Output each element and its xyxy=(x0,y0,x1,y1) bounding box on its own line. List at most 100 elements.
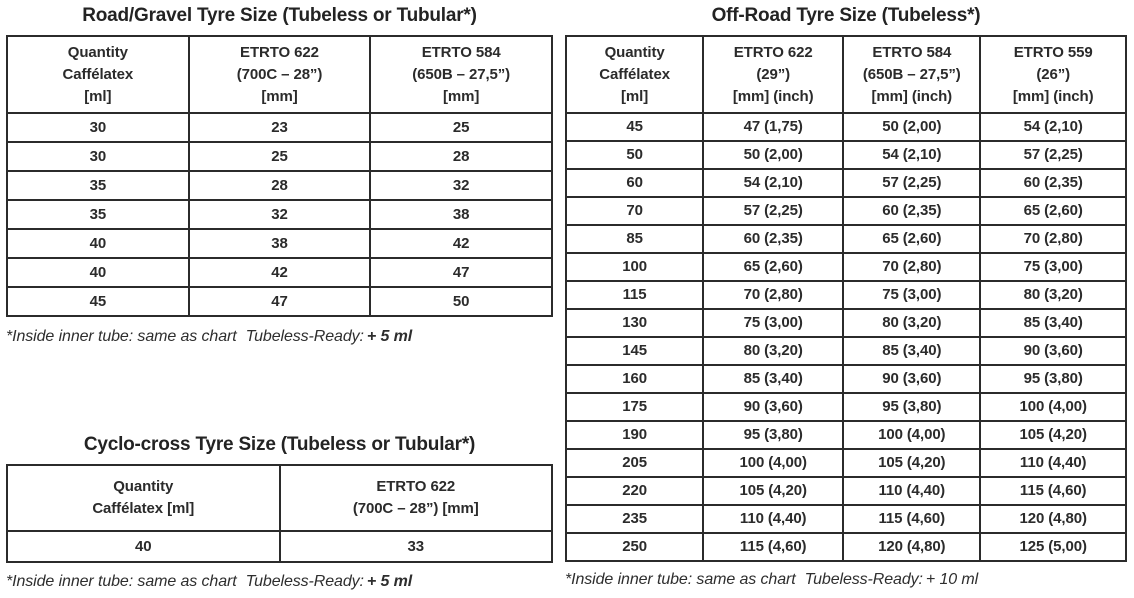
table-cell: 50 xyxy=(564,140,705,171)
table-cell: 105 (4,20) xyxy=(979,420,1127,451)
cyclocross-section: Cyclo-cross Tyre Size (Tubeless or Tubul… xyxy=(6,433,553,591)
table-row: 35 28 32 xyxy=(6,170,553,202)
table-cell: 145 xyxy=(564,336,705,367)
cyclocross-title: Cyclo-cross Tyre Size (Tubeless or Tubul… xyxy=(83,434,476,455)
column-header: ETRTO 584 (650B – 27,5”) [mm] xyxy=(369,34,553,115)
table-cell: 75 (3,00) xyxy=(979,252,1127,283)
table-row: 160 85 (3,40) 90 (3,60) 95 (3,80) xyxy=(564,364,1127,395)
table-row: 30 25 28 xyxy=(6,141,553,173)
table-cell: 80 (3,20) xyxy=(702,336,845,367)
table-row: 205 100 (4,00) 105 (4,20) 110 (4,40) xyxy=(564,448,1127,479)
table-row: 30 23 25 xyxy=(6,112,553,144)
table-cell: 40 xyxy=(6,228,190,260)
table-cell: 50 (2,00) xyxy=(842,112,982,143)
table-cell: 80 (3,20) xyxy=(842,308,982,339)
offroad-title: Off-Road Tyre Size (Tubeless*) xyxy=(711,5,981,26)
header-row: Quantity Caffélatex [ml] ETRTO 622 (700C … xyxy=(6,34,553,115)
table-cell: 160 xyxy=(564,364,705,395)
table-cell: 60 (2,35) xyxy=(842,196,982,227)
table-cell: 32 xyxy=(187,199,372,231)
table-row: 130 75 (3,00) 80 (3,20) 85 (3,40) xyxy=(564,308,1127,339)
table-cell: 54 (2,10) xyxy=(702,168,845,199)
table-cell: 70 (2,80) xyxy=(842,252,982,283)
table-cell: 75 (3,00) xyxy=(842,280,982,311)
table-cell: 95 (3,80) xyxy=(979,364,1127,395)
table-cell: 90 (3,60) xyxy=(979,336,1127,367)
offroad-table: Quantity Caffélatex [ml] ETRTO 622 (29”) … xyxy=(564,34,1127,563)
table-cell: 85 (3,40) xyxy=(842,336,982,367)
table-row: 40 42 47 xyxy=(6,257,553,289)
table-cell: 47 xyxy=(187,286,372,318)
table-cell: 42 xyxy=(369,228,553,260)
table-cell: 90 (3,60) xyxy=(842,364,982,395)
footnote-value: + 5 ml xyxy=(366,328,413,346)
table-cell: 47 (1,75) xyxy=(702,112,845,143)
table-cell: 23 xyxy=(187,112,372,144)
table-cell: 25 xyxy=(369,112,553,144)
table-cell: 95 (3,80) xyxy=(842,392,982,423)
header-row: Quantity Caffélatex [ml] ETRTO 622 (29”) … xyxy=(564,34,1127,115)
table-row: 145 80 (3,20) 85 (3,40) 90 (3,60) xyxy=(564,336,1127,367)
table-cell: 65 (2,60) xyxy=(702,252,845,283)
table-cell: 60 xyxy=(564,168,705,199)
table-cell: 190 xyxy=(564,420,705,451)
table-cell: 115 (4,60) xyxy=(979,476,1127,507)
table-cell: 57 (2,25) xyxy=(979,140,1127,171)
table-cell: 32 xyxy=(369,170,553,202)
table-cell: 30 xyxy=(6,141,190,173)
table-cell: 105 (4,20) xyxy=(702,476,845,507)
footnote-label: Tubeless-Ready: xyxy=(804,571,923,589)
table-cell: 85 (3,40) xyxy=(702,364,845,395)
header-row: Quantity Caffélatex [ml] ETRTO 622 (700C … xyxy=(6,464,553,532)
table-cell: 57 (2,25) xyxy=(842,168,982,199)
table-cell: 54 (2,10) xyxy=(842,140,982,171)
table-row: 235 110 (4,40) 115 (4,60) 120 (4,80) xyxy=(564,504,1127,535)
table-cell: 100 (4,00) xyxy=(842,420,982,451)
table-cell: 40 xyxy=(6,529,281,563)
column-header: Quantity Caffélatex [ml] xyxy=(564,34,705,115)
table-cell: 100 xyxy=(564,252,705,283)
table-row: 40 38 42 xyxy=(6,228,553,260)
table-cell: 40 xyxy=(6,257,190,289)
table-cell: 205 xyxy=(564,448,705,479)
column-header: ETRTO 559 (26”) [mm] (inch) xyxy=(979,34,1127,115)
table-cell: 42 xyxy=(187,257,372,289)
cyclocross-footnote: *Inside inner tube: same as chart Tubeles… xyxy=(6,573,553,591)
table-cell: 250 xyxy=(564,532,705,563)
table-cell: 25 xyxy=(187,141,372,173)
table-cell: 70 xyxy=(564,196,705,227)
table-cell: 45 xyxy=(564,112,705,143)
table-row: 220 105 (4,20) 110 (4,40) 115 (4,60) xyxy=(564,476,1127,507)
footnote-label: Tubeless-Ready: xyxy=(245,328,364,346)
table-cell: 33 xyxy=(278,529,553,563)
table-cell: 57 (2,25) xyxy=(702,196,845,227)
cyclocross-table: Quantity Caffélatex [ml] ETRTO 622 (700C … xyxy=(6,464,553,563)
table-cell: 50 xyxy=(369,286,553,318)
table-cell: 115 (4,60) xyxy=(702,532,845,563)
table-cell: 85 (3,40) xyxy=(979,308,1127,339)
table-cell: 85 xyxy=(564,224,705,255)
offroad-section: Off-Road Tyre Size (Tubeless*) Quantity … xyxy=(564,4,1127,589)
table-cell: 120 (4,80) xyxy=(842,532,982,563)
table-row: 175 90 (3,60) 95 (3,80) 100 (4,00) xyxy=(564,392,1127,423)
table-row: 40 33 xyxy=(6,529,553,563)
table-cell: 95 (3,80) xyxy=(702,420,845,451)
table-row: 100 65 (2,60) 70 (2,80) 75 (3,00) xyxy=(564,252,1127,283)
column-header: Quantity Caffélatex [ml] xyxy=(6,34,190,115)
footnote-text: *Inside inner tube: same as chart xyxy=(6,328,237,346)
table-cell: 130 xyxy=(564,308,705,339)
table-cell: 45 xyxy=(6,286,190,318)
table-cell: 65 (2,60) xyxy=(842,224,982,255)
road-gravel-section: Road/Gravel Tyre Size (Tubeless or Tubul… xyxy=(6,4,553,346)
table-row: 190 95 (3,80) 100 (4,00) 105 (4,20) xyxy=(564,420,1127,451)
table-cell: 90 (3,60) xyxy=(702,392,845,423)
footnote-value: + 10 ml xyxy=(925,571,979,589)
table-row: 85 60 (2,35) 65 (2,60) 70 (2,80) xyxy=(564,224,1127,255)
offroad-footnote: *Inside inner tube: same as chart Tubeles… xyxy=(565,571,1127,589)
table-cell: 100 (4,00) xyxy=(702,448,845,479)
column-header: ETRTO 622 (29”) [mm] (inch) xyxy=(702,34,845,115)
table-cell: 110 (4,40) xyxy=(842,476,982,507)
table-cell: 38 xyxy=(187,228,372,260)
table-cell: 100 (4,00) xyxy=(979,392,1127,423)
table-row: 45 47 50 xyxy=(6,286,553,318)
